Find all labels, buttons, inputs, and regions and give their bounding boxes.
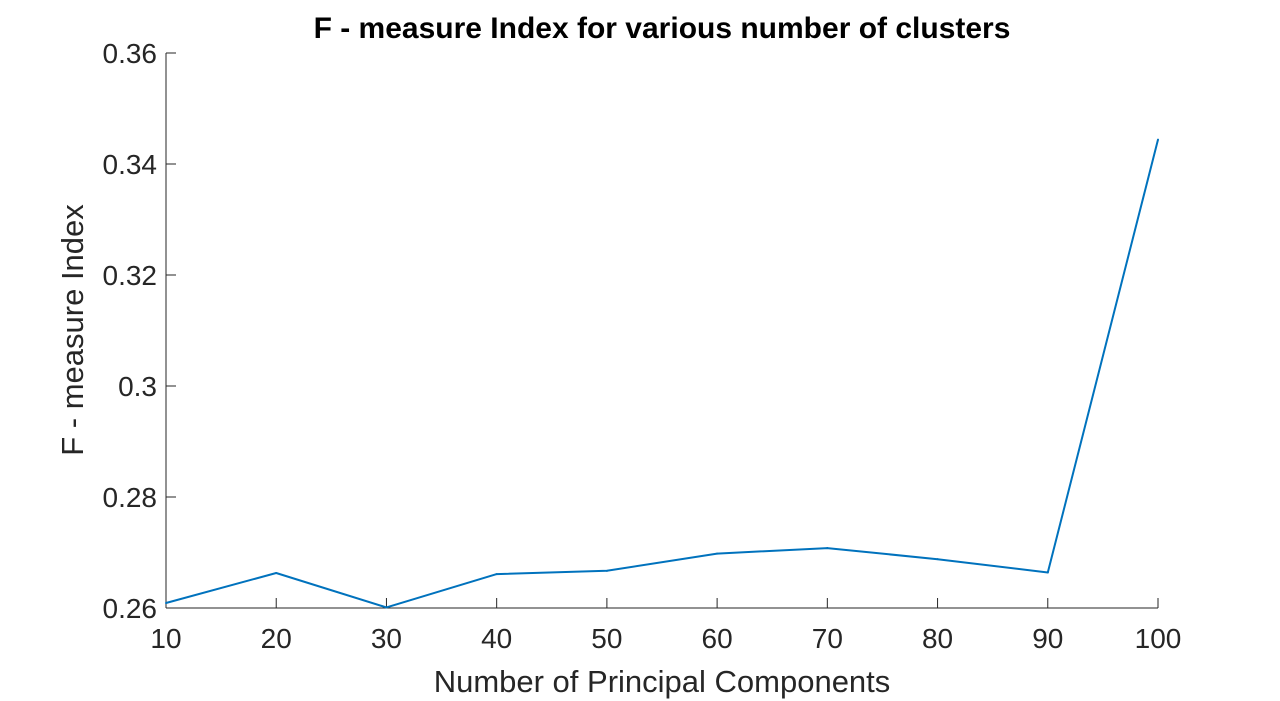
y-tick-label: 0.34 <box>103 149 158 180</box>
chart-title: F - measure Index for various number of … <box>314 12 1011 45</box>
x-tick-label: 60 <box>702 623 733 654</box>
x-tick-label: 50 <box>591 623 622 654</box>
y-tick-label: 0.32 <box>103 260 158 291</box>
data-point <box>385 606 388 609</box>
x-tick-label: 40 <box>481 623 512 654</box>
y-tick-label: 0.28 <box>103 482 158 513</box>
series-line <box>165 139 1159 609</box>
x-ticks: 10 20 30 40 50 60 70 80 90 100 <box>150 598 1181 654</box>
series-layer <box>165 138 1159 609</box>
x-tick-label: 70 <box>812 623 843 654</box>
y-ticks: 0.26 0.28 0.3 0.32 0.34 0.36 <box>103 38 176 624</box>
data-point <box>165 602 167 605</box>
data-point <box>716 552 719 555</box>
x-tick-label: 100 <box>1135 623 1182 654</box>
y-tick-label: 0.36 <box>103 38 158 69</box>
x-tick-label: 30 <box>371 623 402 654</box>
data-point <box>826 547 829 550</box>
x-tick-label: 90 <box>1032 623 1063 654</box>
y-tick-label: 0.3 <box>118 371 157 402</box>
data-point <box>275 572 278 575</box>
data-point <box>1046 571 1049 574</box>
x-tick-label: 20 <box>261 623 292 654</box>
x-tick-label: 10 <box>150 623 181 654</box>
y-axis-label: F - measure Index <box>55 204 90 456</box>
data-point <box>1157 138 1159 141</box>
data-point <box>936 558 939 561</box>
y-tick-label: 0.26 <box>103 593 158 624</box>
x-tick-label: 80 <box>922 623 953 654</box>
data-point <box>495 573 498 576</box>
x-axis-label: Number of Principal Components <box>434 664 891 699</box>
data-point <box>605 569 608 572</box>
